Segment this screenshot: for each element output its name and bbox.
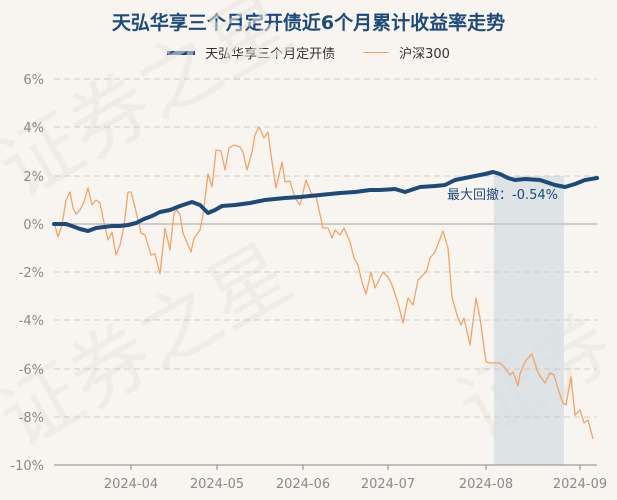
svg-text:2024-06: 2024-06 xyxy=(276,477,330,492)
svg-text:2%: 2% xyxy=(23,170,44,185)
series-line-index xyxy=(53,126,594,440)
svg-text:-10%: -10% xyxy=(10,459,44,474)
svg-text:证券之星: 证券之星 xyxy=(0,226,307,467)
svg-text:6%: 6% xyxy=(23,73,44,88)
svg-text:2024-07: 2024-07 xyxy=(361,477,415,492)
legend-label-index: 沪深300 xyxy=(399,47,450,62)
svg-text:2024-08: 2024-08 xyxy=(459,477,513,492)
max-drawdown-label: 最大回撤：-0.54% xyxy=(447,187,558,203)
svg-text:证券之星: 证券之星 xyxy=(0,0,307,216)
svg-text:4%: 4% xyxy=(23,121,44,136)
y-axis-labels: 6% 4% 2% 0% -2% -4% -6% -8% -10% xyxy=(10,73,44,474)
legend-item-fund[interactable]: 天弘华享三个月定开债 xyxy=(167,43,335,62)
svg-text:2024-05: 2024-05 xyxy=(190,477,244,492)
series-line-fund xyxy=(52,170,599,233)
x-axis: 2024-04 2024-05 2024-06 2024-07 2024-08 … xyxy=(54,464,607,492)
svg-text:0%: 0% xyxy=(23,218,44,233)
svg-text:-4%: -4% xyxy=(19,314,44,329)
svg-text:2024-09: 2024-09 xyxy=(553,477,607,492)
legend-label-fund: 天弘华享三个月定开债 xyxy=(205,47,336,62)
legend-swatch-fund xyxy=(167,50,196,55)
svg-text:-6%: -6% xyxy=(19,363,44,378)
svg-text:-8%: -8% xyxy=(19,411,44,426)
legend-swatch-index xyxy=(363,52,390,53)
legend-item-index[interactable]: 沪深300 xyxy=(363,43,450,62)
svg-text:2024-04: 2024-04 xyxy=(104,477,158,492)
chart-title: 天弘华享三个月定开债近6个月累计收益率走势 xyxy=(111,12,506,34)
svg-text:-2%: -2% xyxy=(19,266,44,281)
y-gridlines xyxy=(54,78,597,418)
chart-legend: 天弘华享三个月定开债 沪深300 xyxy=(0,43,617,62)
